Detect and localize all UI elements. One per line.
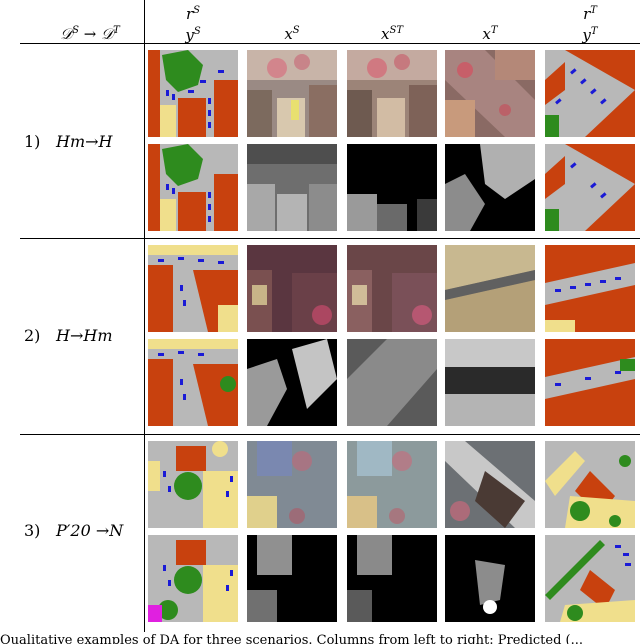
segmentation-map (148, 441, 238, 528)
header-xst: xST (381, 25, 403, 43)
header-xt: xT (482, 25, 498, 43)
header-rt-yt: rT yT (582, 5, 598, 44)
target-depth (445, 535, 535, 622)
target-segmentation-map (545, 535, 635, 622)
source-depth (247, 144, 337, 231)
target-image (445, 50, 535, 137)
row-rule-1 (20, 238, 640, 239)
row-rule-2 (20, 434, 640, 435)
source-image (247, 441, 337, 528)
translated-depth (347, 144, 437, 231)
source-image (247, 245, 337, 332)
segmentation-map (148, 245, 238, 332)
header-rule (20, 43, 640, 44)
translated-image (347, 441, 437, 528)
target-segmentation-map (545, 441, 635, 528)
target-segmentation-map (545, 144, 635, 231)
segmentation-map (148, 339, 238, 426)
header-xs: xS (284, 25, 300, 43)
segmentation-map (148, 144, 238, 231)
target-image (445, 441, 535, 528)
source-image (247, 50, 337, 137)
figure-caption: Qualitative examples of DA for three sce… (0, 633, 584, 644)
row-label-1: 1) Hm→H (24, 132, 113, 151)
target-segmentation-map (545, 245, 635, 332)
target-image (445, 245, 535, 332)
target-depth (445, 339, 535, 426)
target-segmentation-map (545, 339, 635, 426)
target-segmentation-map (545, 50, 635, 137)
column-separator (144, 0, 145, 632)
translated-depth (347, 535, 437, 622)
source-depth (247, 535, 337, 622)
segmentation-map (148, 50, 238, 137)
segmentation-map (148, 535, 238, 622)
row-label-3: 3) P′20 →N (24, 521, 124, 540)
header-domain: 𝒟S → 𝒟T (60, 25, 120, 43)
translated-depth (347, 339, 437, 426)
source-depth (247, 339, 337, 426)
translated-image (347, 50, 437, 137)
row-label-2: 2) H→Hm (24, 326, 113, 345)
header-rs-ys: rS yS (185, 5, 201, 44)
target-depth (445, 144, 535, 231)
translated-image (347, 245, 437, 332)
